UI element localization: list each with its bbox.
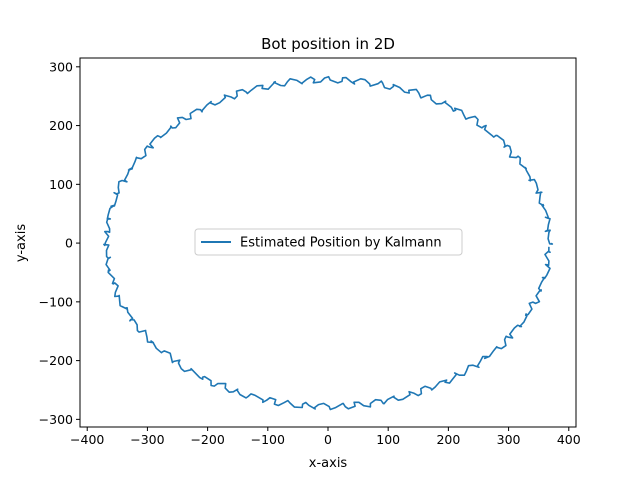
- plot-frame: [79, 57, 577, 428]
- x-tick-label: −100: [251, 432, 285, 447]
- y-tick-label: −300: [39, 412, 73, 427]
- y-tick-label: −100: [39, 294, 73, 309]
- plot-marks: [103, 75, 554, 411]
- x-tick-label: 200: [436, 432, 460, 447]
- legend: Estimated Position by Kalmann: [194, 228, 463, 256]
- x-tick-label: 400: [557, 432, 581, 447]
- y-tick-label: 200: [49, 118, 73, 133]
- chart-title: Bot position in 2D: [261, 35, 395, 53]
- series-line-estimated-position: [103, 75, 554, 411]
- y-tick-label: 300: [49, 59, 73, 74]
- y-axis-label: y-axis: [14, 224, 29, 262]
- legend-label: Estimated Position by Kalmann: [240, 236, 442, 251]
- x-tick-label: −400: [70, 432, 104, 447]
- y-tick-label: −200: [39, 353, 73, 368]
- y-tick-label: 0: [65, 236, 73, 251]
- x-tick-label: 100: [376, 432, 400, 447]
- x-tick-label: 0: [324, 432, 332, 447]
- x-tick-label: −200: [190, 432, 224, 447]
- y-tick-label: 100: [49, 177, 73, 192]
- x-axis-label: x-axis: [309, 456, 348, 471]
- x-tick-label: −300: [130, 432, 164, 447]
- x-tick-label: 300: [497, 432, 521, 447]
- axes-ticks: −400 −300 −200 −100 0 100 200 300 400 −300 −200 −10…: [39, 59, 581, 447]
- legend-box: [194, 228, 463, 256]
